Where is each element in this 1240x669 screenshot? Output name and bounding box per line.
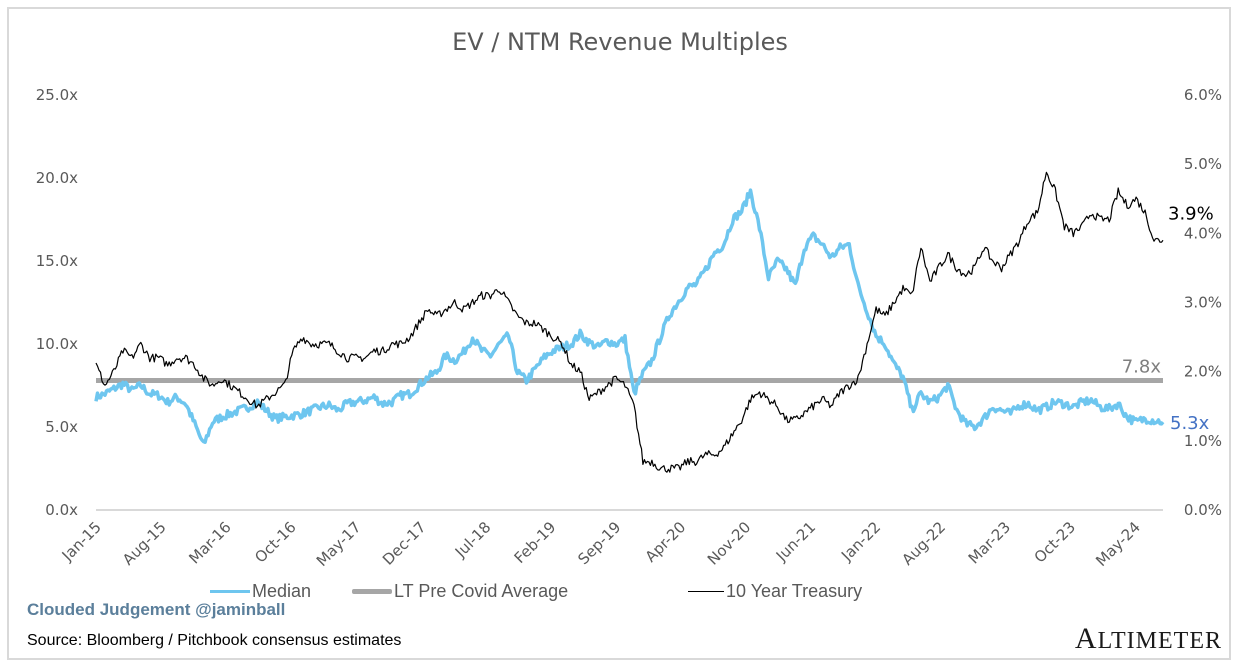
series-line-median xyxy=(94,188,1165,444)
x-tick-label: Feb-19 xyxy=(511,518,560,567)
chart-frame xyxy=(7,7,1231,660)
y-left-tick-label: 0.0x xyxy=(45,501,78,519)
x-tick-label: Jun-21 xyxy=(772,518,819,565)
y-right-tick-label: 3.0% xyxy=(1184,294,1222,312)
brand-text: ALTIMETER xyxy=(1074,622,1222,655)
end-label-treasury: 3.9% xyxy=(1168,204,1214,225)
y-right-tick-label: 2.0% xyxy=(1184,363,1222,381)
source-text: Source: Bloomberg / Pitchbook consensus … xyxy=(27,632,402,649)
y-left-tick-label: 5.0x xyxy=(45,418,78,436)
y-right-tick-label: 1.0% xyxy=(1184,432,1222,450)
x-tick-label: Apr-20 xyxy=(642,518,690,566)
legend-label-treasury: 10 Year Treasury xyxy=(726,581,863,601)
y-right-tick-label: 5.0% xyxy=(1184,155,1222,173)
x-tick-label: May-17 xyxy=(313,518,365,570)
end-label-median: 5.3x xyxy=(1170,413,1210,434)
legend-swatch-treasury xyxy=(688,591,724,592)
series-line-treasury xyxy=(95,171,1164,473)
x-tick-label: Jan-15 xyxy=(58,518,105,565)
end-label-average: 7.8x xyxy=(1122,357,1162,378)
legend-label-median: Median xyxy=(252,581,312,601)
credit-text: Clouded Judgement @jaminball xyxy=(27,600,286,619)
legend-item-median: Median xyxy=(210,581,311,602)
y-left-tick-label: 20.0x xyxy=(36,169,78,187)
x-tick-label: Aug-22 xyxy=(898,518,949,569)
legend-swatch-average xyxy=(352,589,392,594)
x-tick-label: Dec-17 xyxy=(379,518,430,569)
x-tick-label: Oct-23 xyxy=(1031,518,1079,566)
y-right-tick-label: 6.0% xyxy=(1184,86,1222,104)
y-left-tick-label: 25.0x xyxy=(36,86,78,104)
legend-label-average: LT Pre Covid Average xyxy=(394,581,569,601)
x-tick-label: Jan-22 xyxy=(837,518,884,565)
x-tick-label: Mar-16 xyxy=(185,518,234,567)
legend-swatch-median xyxy=(210,590,250,593)
x-tick-label: Nov-20 xyxy=(704,518,754,568)
x-tick-label: Mar-23 xyxy=(965,518,1014,567)
y-left-tick-label: 15.0x xyxy=(36,252,78,270)
x-tick-label: Jul-18 xyxy=(451,518,495,562)
brand-logo: ALTIMETER xyxy=(1075,622,1222,656)
y-right-tick-label: 4.0% xyxy=(1184,224,1222,242)
legend-item-average: LT Pre Covid Average xyxy=(352,581,568,602)
x-tick-label: Sep-19 xyxy=(574,518,624,568)
legend-item-treasury: 10 Year Treasury xyxy=(688,581,862,602)
y-left-tick-label: 10.0x xyxy=(36,335,78,353)
legend: Median LT Pre Covid Average 10 Year Trea… xyxy=(0,581,1240,605)
y-right-tick-label: 0.0% xyxy=(1184,501,1222,519)
x-tick-label: Aug-15 xyxy=(119,518,170,569)
chart-title: EV / NTM Revenue Multiples xyxy=(452,28,788,56)
x-tick-label: May-24 xyxy=(1092,518,1144,570)
x-tick-label: Oct-16 xyxy=(251,518,299,566)
